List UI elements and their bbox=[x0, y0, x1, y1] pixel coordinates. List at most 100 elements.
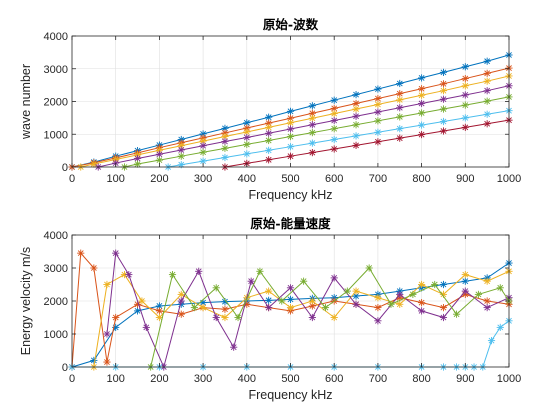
energy-velocity-data-point bbox=[125, 271, 133, 279]
energy-velocity-data-point bbox=[483, 297, 491, 305]
energy-velocity-data-point bbox=[409, 290, 417, 298]
energy-velocity-data-point bbox=[461, 287, 469, 295]
wave-number-data-point bbox=[396, 134, 404, 142]
wave-number-data-point bbox=[308, 114, 316, 122]
wave-number-data-point bbox=[308, 148, 316, 157]
wave-number-x-tick-label: 800 bbox=[412, 173, 430, 185]
energy-velocity-y-tick-label: 1000 bbox=[44, 329, 68, 341]
energy-velocity-chart: 0 100 200 300 400 500 600 700 800 900 1000 0 1000 200… bbox=[19, 216, 521, 402]
energy-velocity-series-line-4 bbox=[150, 267, 510, 368]
wave-number-data-point bbox=[461, 91, 469, 99]
wave-number-x-tick-label: 0 bbox=[69, 173, 75, 185]
wave-number-data-point bbox=[352, 141, 360, 149]
wave-number-data-point bbox=[243, 140, 251, 149]
wave-number-data-point bbox=[286, 107, 295, 115]
energy-velocity-data-point bbox=[155, 307, 163, 315]
wave-number-data-point bbox=[418, 130, 426, 139]
energy-velocity-data-point bbox=[256, 267, 264, 275]
wave-number-data-point bbox=[418, 85, 426, 93]
wave-number-x-tick-label: 300 bbox=[194, 173, 212, 185]
wave-number-data-point bbox=[199, 142, 207, 150]
wave-number-data-point bbox=[374, 138, 382, 146]
wave-number-x-tick-label: 400 bbox=[238, 173, 256, 185]
wave-number-data-point bbox=[483, 110, 491, 118]
wave-number-data-point bbox=[286, 152, 295, 160]
energy-velocity-data-point bbox=[330, 274, 338, 282]
energy-velocity-data-point bbox=[138, 297, 146, 305]
wave-number-y-tick-label: 4000 bbox=[44, 31, 68, 43]
energy-velocity-xlabel: Frequency kHz bbox=[248, 388, 332, 402]
wave-number-data-point bbox=[155, 156, 163, 164]
energy-velocity-x-tick-label: 300 bbox=[194, 373, 212, 385]
energy-velocity-data-point bbox=[103, 280, 111, 289]
wave-number-data-point bbox=[439, 80, 448, 88]
wave-number-data-point bbox=[461, 123, 469, 131]
energy-velocity-data-point bbox=[474, 290, 483, 298]
wave-number-data-point bbox=[396, 125, 404, 133]
energy-velocity-x-tick-label: 600 bbox=[325, 373, 343, 385]
energy-velocity-data-point bbox=[439, 313, 448, 322]
energy-velocity-data-point bbox=[177, 290, 185, 298]
energy-velocity-data-point bbox=[374, 294, 382, 302]
energy-velocity-data-point bbox=[286, 304, 295, 312]
energy-velocity-x-tick-label: 0 bbox=[69, 373, 75, 385]
energy-velocity-data-point bbox=[439, 280, 448, 289]
energy-velocity-data-point bbox=[112, 313, 120, 322]
wave-number-data-point bbox=[286, 143, 295, 151]
wave-number-data-point bbox=[396, 104, 404, 112]
wave-number-data-point bbox=[418, 109, 426, 117]
wave-number-data-point bbox=[439, 127, 448, 135]
wave-number-data-point bbox=[133, 160, 142, 168]
energy-velocity-data-point bbox=[155, 313, 163, 322]
energy-velocity-data-point bbox=[396, 290, 404, 298]
wave-number-data-point bbox=[483, 97, 491, 105]
wave-number-data-point bbox=[374, 128, 382, 136]
energy-velocity-series-2 bbox=[90, 267, 513, 371]
energy-velocity-x-tick-label: 700 bbox=[369, 373, 387, 385]
wave-number-y-tick-label: 2000 bbox=[44, 97, 68, 109]
wave-number-data-point bbox=[265, 156, 273, 164]
energy-velocity-series-line-3 bbox=[106, 251, 510, 369]
energy-velocity-y-tick-label: 0 bbox=[62, 362, 68, 374]
energy-velocity-data-point bbox=[343, 287, 351, 295]
energy-velocity-data-point bbox=[374, 304, 382, 312]
energy-velocity-data-point bbox=[177, 310, 185, 318]
wave-number-data-point bbox=[352, 99, 360, 108]
energy-velocity-data-point bbox=[308, 313, 316, 322]
wave-number-y-tick-label: 0 bbox=[62, 162, 68, 174]
energy-velocity-x-tick-label: 1000 bbox=[497, 373, 521, 385]
energy-velocity-data-point bbox=[77, 249, 85, 257]
wave-number-data-point bbox=[374, 85, 382, 93]
energy-velocity-data-point bbox=[461, 271, 469, 279]
wave-number-data-point bbox=[439, 105, 448, 113]
wave-number-data-point bbox=[330, 96, 338, 104]
energy-velocity-data-point bbox=[352, 287, 360, 295]
energy-velocity-data-point bbox=[133, 307, 142, 315]
energy-velocity-x-tick-label: 400 bbox=[238, 373, 256, 385]
energy-velocity-x-tick-label: 900 bbox=[456, 373, 474, 385]
wave-number-data-point bbox=[396, 113, 404, 121]
wave-number-data-point bbox=[374, 100, 382, 109]
energy-velocity-data-point bbox=[418, 307, 426, 315]
energy-velocity-data-point bbox=[496, 284, 504, 292]
wave-number-data-point bbox=[396, 90, 404, 98]
energy-velocity-data-point bbox=[452, 310, 461, 318]
wave-number-data-point bbox=[330, 116, 338, 125]
wave-number-data-point bbox=[177, 161, 185, 169]
energy-velocity-data-point bbox=[112, 249, 120, 257]
energy-velocity-data-point bbox=[234, 313, 242, 322]
energy-velocity-data-point bbox=[286, 284, 295, 292]
energy-velocity-data-point bbox=[103, 330, 111, 338]
wave-number-data-point bbox=[265, 146, 273, 154]
energy-velocity-data-point bbox=[278, 297, 286, 305]
wave-number-x-tick-label: 700 bbox=[369, 173, 387, 185]
wave-number-data-point bbox=[90, 160, 98, 168]
energy-velocity-data-point bbox=[330, 313, 338, 322]
energy-velocity-data-point bbox=[431, 280, 439, 289]
wave-number-data-point bbox=[483, 87, 491, 95]
wave-number-data-point bbox=[330, 110, 338, 118]
wave-number-data-point bbox=[177, 146, 185, 154]
wave-number-data-point bbox=[396, 79, 404, 88]
energy-velocity-data-point bbox=[483, 277, 491, 285]
